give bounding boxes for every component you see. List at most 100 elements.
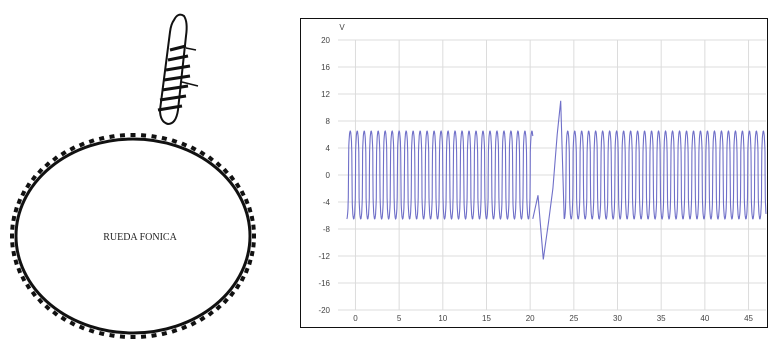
wheel-tooth <box>249 250 255 257</box>
wheel-tooth <box>88 328 95 334</box>
wheel-teeth <box>10 133 256 339</box>
y-tick-label: -16 <box>318 279 330 288</box>
wheel-tooth <box>44 161 51 168</box>
wheel-tooth <box>119 334 126 339</box>
wheel-tooth <box>11 250 17 257</box>
wheel-tooth <box>171 328 178 334</box>
y-unit-label: V <box>339 23 345 32</box>
wheel-tooth <box>52 310 59 317</box>
wheel-tooth <box>199 150 206 157</box>
y-tick-label: 12 <box>321 90 330 99</box>
wheel-tooth <box>229 290 236 298</box>
wheel-tooth <box>20 275 27 282</box>
x-tick-label: 45 <box>744 314 753 323</box>
wheel-tooth <box>109 333 115 338</box>
wheel-tooth <box>249 215 255 222</box>
wheel-tooth <box>60 150 67 157</box>
wheel-tooth <box>207 155 214 162</box>
chart-series <box>346 100 767 260</box>
wheel-tooth <box>78 324 85 331</box>
wheel-tooth <box>247 259 253 266</box>
x-tick-label: 0 <box>353 314 358 323</box>
wheel-tooth <box>239 275 246 282</box>
wheel-label: RUEDA FONICA <box>103 232 177 243</box>
wheel-tooth <box>10 242 15 248</box>
wheel-tooth <box>25 283 32 290</box>
wheel-tooth <box>161 330 168 337</box>
wheel-tooth <box>234 182 241 189</box>
y-tick-label: 16 <box>321 63 330 72</box>
wheel-tooth <box>69 320 76 327</box>
wheel-tooth <box>151 134 157 139</box>
x-tick-labels: 0 5 10 15 20 25 30 35 40 45 <box>353 314 753 323</box>
wheel-tooth <box>229 174 236 182</box>
wheel-tooth <box>13 206 19 213</box>
wheel-tooth <box>190 145 197 152</box>
wheel-tooth <box>69 145 76 152</box>
y-tick-label: -20 <box>318 306 330 315</box>
wheel-tooth <box>243 267 250 274</box>
wheel-tooth <box>190 320 197 327</box>
wheel-tooth <box>109 134 115 139</box>
y-tick-label: -4 <box>323 198 331 207</box>
wheel-tooth <box>16 267 23 274</box>
y-tick-label: 8 <box>326 117 331 126</box>
wheel-tooth <box>140 133 147 138</box>
x-tick-label: 10 <box>438 314 447 323</box>
wheel-tooth <box>37 297 44 305</box>
x-tick-label: 15 <box>482 314 491 323</box>
wheel-tooth <box>10 233 14 239</box>
signal-gap-pulse <box>532 100 565 260</box>
wheel-tooth <box>98 330 105 337</box>
wheel-tooth <box>30 174 37 182</box>
wheel-tooth <box>215 304 222 311</box>
wheel-tooth <box>37 167 44 175</box>
wheel-tooth <box>88 138 95 144</box>
wheel-tooth <box>119 133 126 138</box>
wheel-tooth <box>171 138 178 144</box>
y-tick-label: 4 <box>326 144 331 153</box>
wheel-tooth <box>251 242 256 248</box>
wheel-tooth <box>16 198 23 205</box>
wheel-tooth <box>44 304 51 311</box>
wheel-tooth <box>234 283 241 290</box>
wheel-tooth <box>243 198 250 205</box>
wheel-tooth <box>78 141 85 148</box>
y-tick-label: 0 <box>326 171 331 180</box>
x-tick-label: 40 <box>700 314 709 323</box>
wheel-rim <box>14 137 252 335</box>
wheel-tooth <box>222 297 229 305</box>
wheel-tooth <box>181 141 188 148</box>
wheel-tooth <box>199 315 206 322</box>
chart-grid <box>338 39 766 311</box>
wheel-tooth <box>181 324 188 331</box>
wheel-tooth <box>130 133 136 137</box>
chart-frame <box>300 18 768 328</box>
wheel-tooth <box>222 167 229 175</box>
wheel-tooth <box>11 215 17 222</box>
wheel-tooth <box>151 333 157 338</box>
wheel-tooth <box>25 182 32 189</box>
y-tick-labels: 20 16 12 8 4 0 -4 -8 -12 -16 -20 <box>318 36 330 315</box>
wheel-tooth <box>10 224 15 230</box>
wheel-tooth <box>60 315 67 322</box>
wheel-tooth <box>20 190 27 197</box>
wheel-tooth <box>207 310 214 317</box>
wheel-tooth <box>239 190 246 197</box>
wheel-tooth <box>215 161 222 168</box>
wheel-tooth <box>247 206 253 213</box>
wheel-tooth <box>30 290 37 298</box>
wheel-tooth <box>98 135 105 142</box>
x-tick-label: 30 <box>613 314 622 323</box>
wheel-tooth <box>52 155 59 162</box>
wheel-tooth <box>252 233 256 239</box>
wheel-tooth <box>13 259 19 266</box>
y-tick-label: -12 <box>318 252 330 261</box>
signal-line <box>346 130 767 220</box>
x-tick-label: 5 <box>397 314 402 323</box>
y-tick-label: -8 <box>323 225 331 234</box>
wheel-tooth <box>140 334 147 339</box>
sensor-coil-icon <box>157 13 199 126</box>
